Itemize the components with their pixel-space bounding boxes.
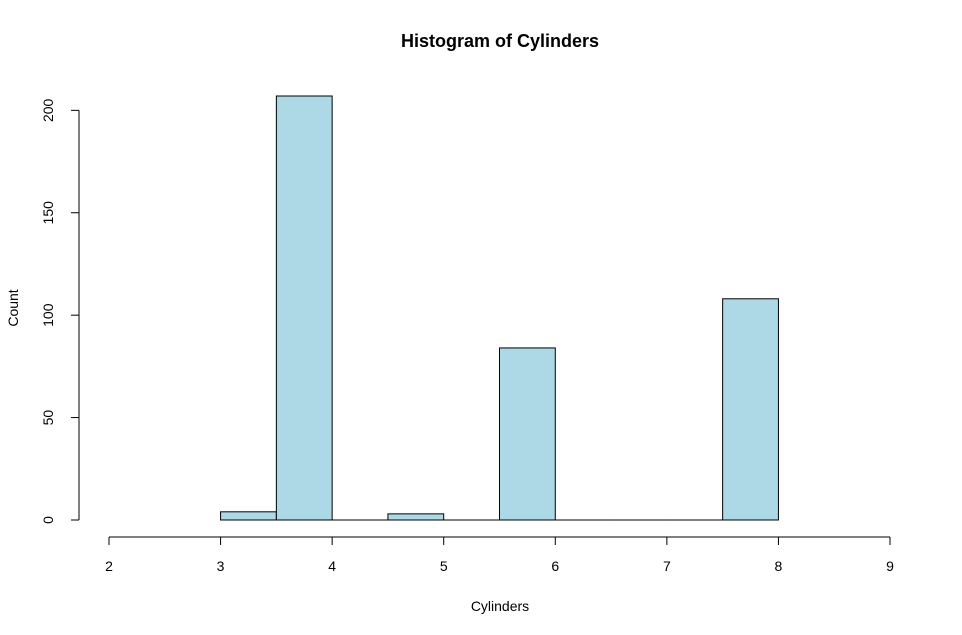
x-tick-label: 3	[217, 558, 225, 574]
histogram-bar	[275, 95, 333, 521]
y-tick-label: 200	[40, 98, 56, 122]
chart-title: Histogram of Cylinders	[401, 31, 599, 51]
y-tick-label: 100	[40, 303, 56, 327]
x-tick-label: 2	[105, 558, 113, 574]
histogram-bar	[220, 511, 277, 521]
y-tick-label: 150	[40, 201, 56, 225]
histogram-bar	[722, 298, 779, 521]
y-tick-label: 50	[40, 410, 56, 426]
bars-group	[220, 95, 779, 521]
x-tick-label: 4	[328, 558, 336, 574]
histogram-bar	[499, 347, 556, 521]
histogram-bar	[387, 513, 445, 521]
x-tick-label: 7	[663, 558, 671, 574]
y-tick-label: 0	[40, 516, 56, 524]
x-axis-label: Cylinders	[471, 598, 529, 614]
x-tick-label: 5	[440, 558, 448, 574]
x-tick-label: 9	[886, 558, 894, 574]
y-axis: 0 50 100 150 200	[40, 98, 80, 524]
x-axis: 2 3 4 5 6 7 8 9	[105, 536, 894, 574]
x-tick-label: 8	[775, 558, 783, 574]
y-axis-label: Count	[5, 289, 21, 326]
x-tick-label: 6	[551, 558, 559, 574]
